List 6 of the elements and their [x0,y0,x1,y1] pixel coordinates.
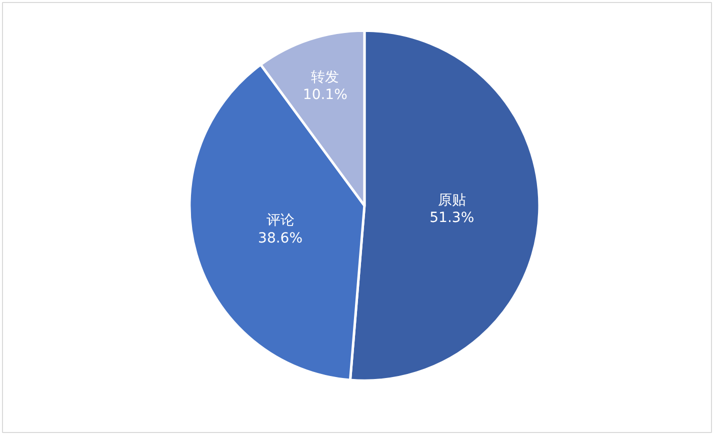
data-label: 38.6% [258,230,303,246]
slice-label: 转发 [311,69,340,86]
slice-label: 评论 [266,212,294,228]
slice-label: 原贴 [438,192,466,208]
data-label: 10.1% [302,87,348,104]
data-label: 51.3% [430,210,474,226]
